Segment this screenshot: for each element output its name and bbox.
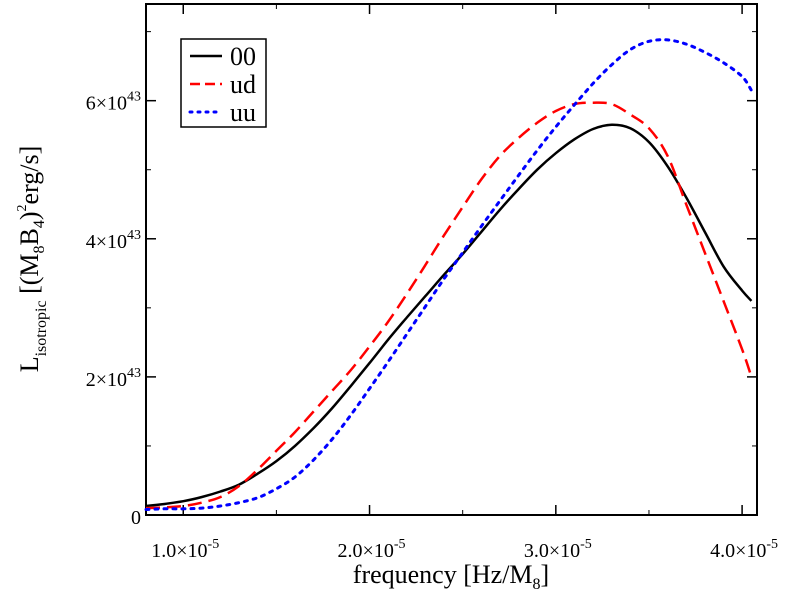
x-tick-label: 1.0×10-5 (151, 537, 219, 562)
series-layer (144, 38, 753, 511)
legend-label-00: 00 (230, 42, 256, 71)
legend-label-ud: ud (230, 70, 256, 99)
y-tick-label: 4×1043 (86, 228, 141, 253)
plot-frame (145, 3, 758, 516)
x-tick-label: 4.0×10-5 (710, 537, 778, 562)
y-tick-label: 0 (131, 507, 141, 529)
x-tick-label: 3.0×10-5 (524, 537, 592, 562)
y-axis-ticks: 0 2×1043 4×1043 6×1043 (86, 31, 757, 529)
x-tick-label: 2.0×10-5 (338, 537, 406, 562)
y-tick-label: 2×1043 (86, 366, 141, 391)
y-axis-label: Lisotropic [(M8B4)2erg/s] (15, 146, 50, 373)
legend-label-uu: uu (230, 98, 256, 127)
series-line-ud (145, 101, 753, 510)
x-axis-ticks: 1.0×10-5 2.0×10-5 3.0×10-5 4.0×10-5 (151, 4, 778, 562)
series-line-00 (145, 123, 753, 508)
series-line-uu (144, 38, 753, 511)
x-axis-label: frequency [Hz/M8] (353, 560, 549, 593)
y-tick-label: 6×1043 (86, 90, 141, 115)
